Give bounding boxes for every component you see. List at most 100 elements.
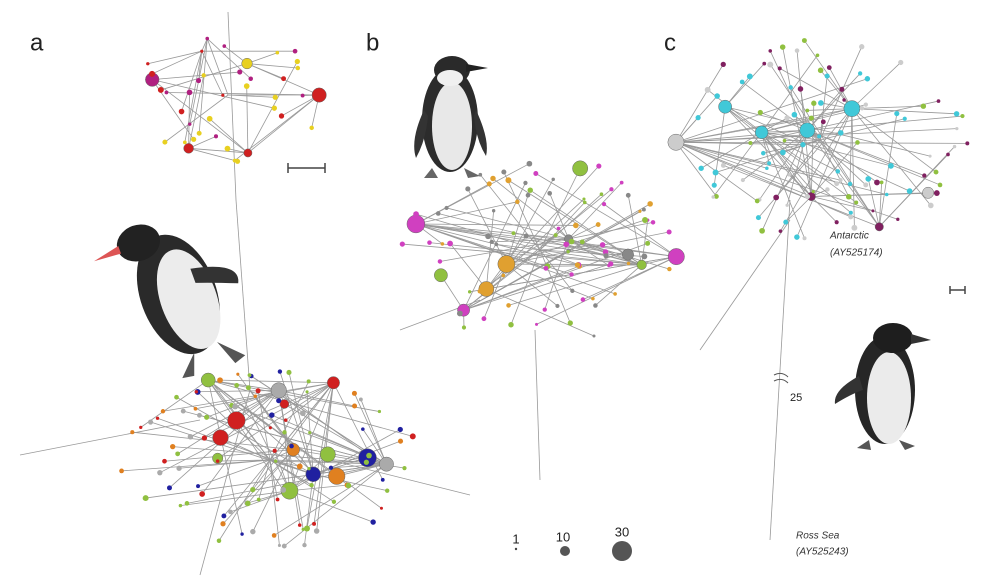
haplotype-node bbox=[863, 182, 868, 187]
haplotype-node bbox=[802, 38, 807, 43]
haplotype-node bbox=[295, 59, 300, 64]
haplotype-node bbox=[381, 478, 385, 482]
haplotype-node bbox=[642, 217, 648, 223]
haplotype-node bbox=[591, 297, 595, 301]
haplotype-node bbox=[280, 487, 286, 493]
haplotype-node bbox=[216, 459, 220, 463]
haplotype-node bbox=[592, 335, 595, 338]
haplotype-node bbox=[307, 379, 311, 383]
haplotype-node bbox=[651, 220, 655, 224]
panel-label: b bbox=[366, 29, 379, 56]
haplotype-node bbox=[309, 483, 313, 487]
haplotype-node bbox=[413, 211, 419, 217]
haplotype-node bbox=[482, 316, 487, 321]
haplotype-node bbox=[798, 86, 804, 92]
haplotype-node bbox=[179, 504, 182, 507]
haplotype-node bbox=[156, 417, 159, 420]
haplotype-node bbox=[834, 181, 839, 186]
haplotype-node bbox=[242, 58, 253, 69]
haplotype-node bbox=[200, 50, 203, 53]
haplotype-node bbox=[607, 264, 610, 267]
annotation: (AY525174) bbox=[830, 248, 883, 259]
haplotype-node bbox=[364, 460, 369, 465]
haplotype-node bbox=[119, 469, 124, 474]
haplotype-node bbox=[816, 53, 820, 57]
haplotype-node bbox=[257, 498, 261, 502]
panel-label: a bbox=[30, 29, 44, 56]
haplotype-node bbox=[204, 415, 209, 420]
haplotype-node bbox=[179, 109, 185, 115]
haplotype-node bbox=[139, 426, 142, 429]
haplotype-node bbox=[202, 435, 207, 440]
haplotype-node bbox=[300, 410, 306, 416]
legend-circle bbox=[612, 541, 632, 561]
haplotype-node bbox=[410, 433, 416, 439]
haplotype-node bbox=[290, 484, 296, 490]
haplotype-node bbox=[162, 459, 167, 464]
haplotype-node bbox=[965, 141, 969, 145]
haplotype-node bbox=[758, 110, 763, 115]
haplotype-node bbox=[217, 377, 223, 383]
haplotype-node bbox=[778, 66, 782, 70]
haplotype-node bbox=[898, 60, 903, 65]
haplotype-node bbox=[698, 166, 703, 171]
haplotype-node bbox=[278, 369, 282, 373]
annotation: Ross Sea bbox=[796, 531, 840, 542]
haplotype-node bbox=[352, 391, 357, 396]
haplotype-node bbox=[305, 390, 308, 393]
haplotype-node bbox=[779, 229, 783, 233]
haplotype-node bbox=[146, 62, 149, 65]
haplotype-node bbox=[535, 323, 538, 326]
haplotype-node bbox=[298, 523, 302, 527]
haplotype-node bbox=[221, 513, 226, 518]
haplotype-node bbox=[175, 451, 180, 456]
haplotype-node bbox=[719, 100, 732, 113]
haplotype-node bbox=[713, 169, 719, 175]
legend-circle bbox=[560, 546, 570, 556]
haplotype-node bbox=[312, 88, 326, 102]
haplotype-node bbox=[642, 208, 646, 212]
haplotype-node bbox=[818, 68, 824, 74]
haplotype-node bbox=[245, 501, 251, 507]
haplotype-node bbox=[183, 141, 187, 145]
haplotype-node bbox=[237, 69, 242, 74]
haplotype-node bbox=[485, 233, 491, 239]
haplotype-node bbox=[783, 139, 787, 143]
haplotype-node bbox=[332, 500, 336, 504]
haplotype-node bbox=[378, 410, 381, 413]
haplotype-node bbox=[934, 190, 940, 196]
haplotype-node bbox=[289, 444, 294, 449]
haplotype-node bbox=[721, 62, 726, 67]
haplotype-node bbox=[280, 399, 289, 408]
haplotype-node bbox=[505, 177, 511, 183]
annotation: Antarctic bbox=[829, 231, 869, 242]
haplotype-node bbox=[547, 191, 552, 196]
haplotype-node bbox=[191, 137, 196, 142]
haplotype-node bbox=[626, 193, 631, 198]
haplotype-node bbox=[844, 101, 860, 117]
haplotype-node bbox=[233, 159, 237, 163]
haplotype-node bbox=[361, 427, 365, 431]
haplotype-node bbox=[282, 544, 287, 549]
haplotype-node bbox=[434, 269, 447, 282]
haplotype-node bbox=[953, 145, 956, 148]
haplotype-node bbox=[748, 141, 752, 145]
legend-label: 10 bbox=[556, 529, 570, 544]
haplotype-node bbox=[512, 231, 516, 235]
haplotype-node bbox=[506, 303, 511, 308]
haplotype-node bbox=[849, 211, 853, 215]
legend-circle bbox=[515, 548, 517, 550]
haplotype-node bbox=[712, 183, 717, 188]
haplotype-node bbox=[273, 95, 278, 100]
haplotype-node bbox=[501, 274, 505, 278]
haplotype-node bbox=[600, 242, 605, 247]
haplotype-node bbox=[835, 220, 839, 224]
haplotype-node bbox=[217, 539, 222, 544]
haplotype-node bbox=[181, 409, 186, 414]
haplotype-node bbox=[465, 186, 470, 191]
haplotype-node bbox=[346, 483, 352, 489]
haplotype-node bbox=[848, 182, 852, 186]
haplotype-node bbox=[580, 240, 585, 245]
haplotype-node bbox=[874, 180, 880, 186]
haplotype-node bbox=[197, 413, 202, 418]
